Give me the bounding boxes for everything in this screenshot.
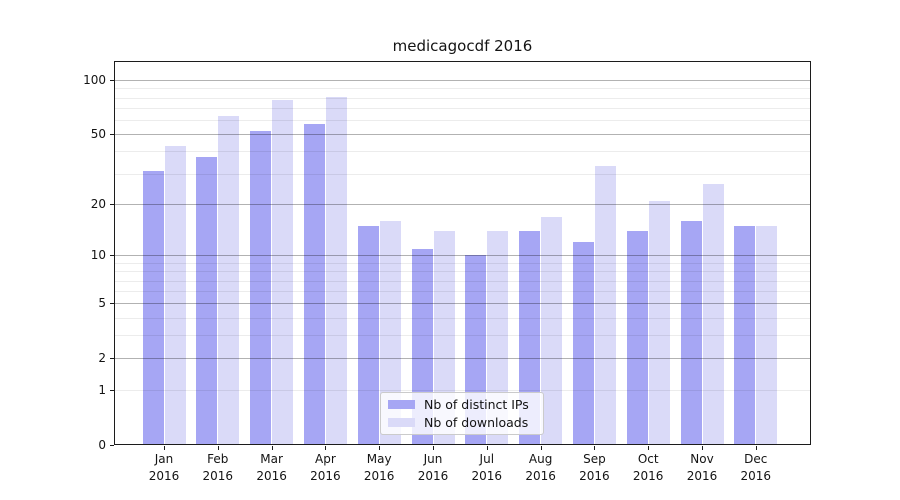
x-tick — [325, 446, 327, 450]
bar-distinct-ips — [680, 221, 702, 445]
bar-downloads — [433, 230, 455, 445]
bar-downloads — [594, 166, 616, 445]
x-tick — [702, 446, 703, 450]
bar-downloads — [218, 116, 240, 445]
x-tick-label: Aug 2016 — [525, 452, 556, 483]
y-tick-label: 50 — [90, 127, 106, 142]
y-tick-label: 5 — [98, 296, 106, 311]
x-tick-label: Jun 2016 — [417, 452, 449, 483]
chart-title: medicagocdf 2016 — [392, 37, 533, 55]
x-tick — [379, 446, 381, 450]
y-tick — [110, 358, 114, 360]
legend-swatch-distinct-ips-icon — [388, 400, 415, 410]
legend-swatch-downloads-icon — [388, 417, 415, 427]
bar-distinct-ips — [142, 171, 164, 445]
x-tick-label: Sep 2016 — [579, 452, 610, 483]
y-tick-label: 2 — [98, 351, 106, 366]
x-tick — [540, 446, 542, 450]
bar-downloads — [648, 200, 670, 445]
legend: Nb of distinct IPs Nb of downloads — [380, 392, 544, 435]
y-tick-label: 20 — [90, 197, 106, 212]
y-tick — [110, 445, 114, 446]
x-tick-label: Mar 2016 — [256, 452, 287, 483]
x-tick — [594, 446, 596, 450]
y-tick — [110, 204, 114, 206]
x-tick-label: Feb 2016 — [202, 452, 234, 483]
bar-distinct-ips — [519, 230, 541, 445]
bars-layer — [114, 61, 811, 445]
bar-downloads — [272, 99, 294, 445]
legend-label-distinct-ips: Nb of distinct IPs — [424, 397, 529, 413]
bar-distinct-ips — [572, 242, 594, 445]
x-tick-label: Dec 2016 — [740, 452, 772, 483]
x-tick — [433, 446, 434, 450]
y-tick — [110, 303, 114, 305]
bar-downloads — [541, 216, 563, 445]
y-tick — [110, 80, 114, 82]
x-tick — [755, 446, 757, 450]
x-tick — [648, 446, 650, 450]
bar-distinct-ips — [626, 230, 648, 445]
y-tick-label: 10 — [90, 248, 106, 263]
x-tick-label: Jan 2016 — [148, 452, 180, 483]
bar-downloads — [164, 145, 186, 445]
legend-label-downloads: Nb of downloads — [424, 414, 529, 430]
y-tick-label: 0 — [98, 438, 106, 452]
bar-distinct-ips — [250, 131, 272, 445]
x-tick — [486, 446, 488, 450]
y-tick — [110, 390, 114, 392]
y-tick-label: 100 — [83, 73, 106, 88]
bar-downloads — [487, 230, 509, 445]
bar-downloads — [702, 184, 724, 445]
bar-distinct-ips — [303, 124, 325, 445]
x-tick — [217, 446, 219, 450]
bar-distinct-ips — [734, 225, 756, 445]
bar-downloads — [379, 221, 401, 445]
x-tick-label: Nov 2016 — [686, 452, 718, 483]
x-tick-label: Apr 2016 — [310, 452, 341, 483]
bar-downloads — [756, 225, 778, 445]
bar-downloads — [325, 96, 347, 445]
legend-item-downloads: Nb of downloads — [388, 415, 536, 430]
y-tick — [110, 134, 114, 136]
x-tick-label: Jul 2016 — [471, 452, 503, 483]
bar-distinct-ips — [357, 225, 379, 445]
y-tick — [110, 255, 114, 257]
bar-distinct-ips — [196, 157, 218, 445]
x-tick — [271, 446, 273, 450]
x-tick-label: Oct 2016 — [632, 452, 664, 483]
y-tick-label: 1 — [98, 383, 106, 398]
legend-item-distinct-ips: Nb of distinct IPs — [388, 397, 536, 412]
x-tick-label: May 2016 — [363, 452, 395, 483]
x-tick — [164, 446, 165, 450]
